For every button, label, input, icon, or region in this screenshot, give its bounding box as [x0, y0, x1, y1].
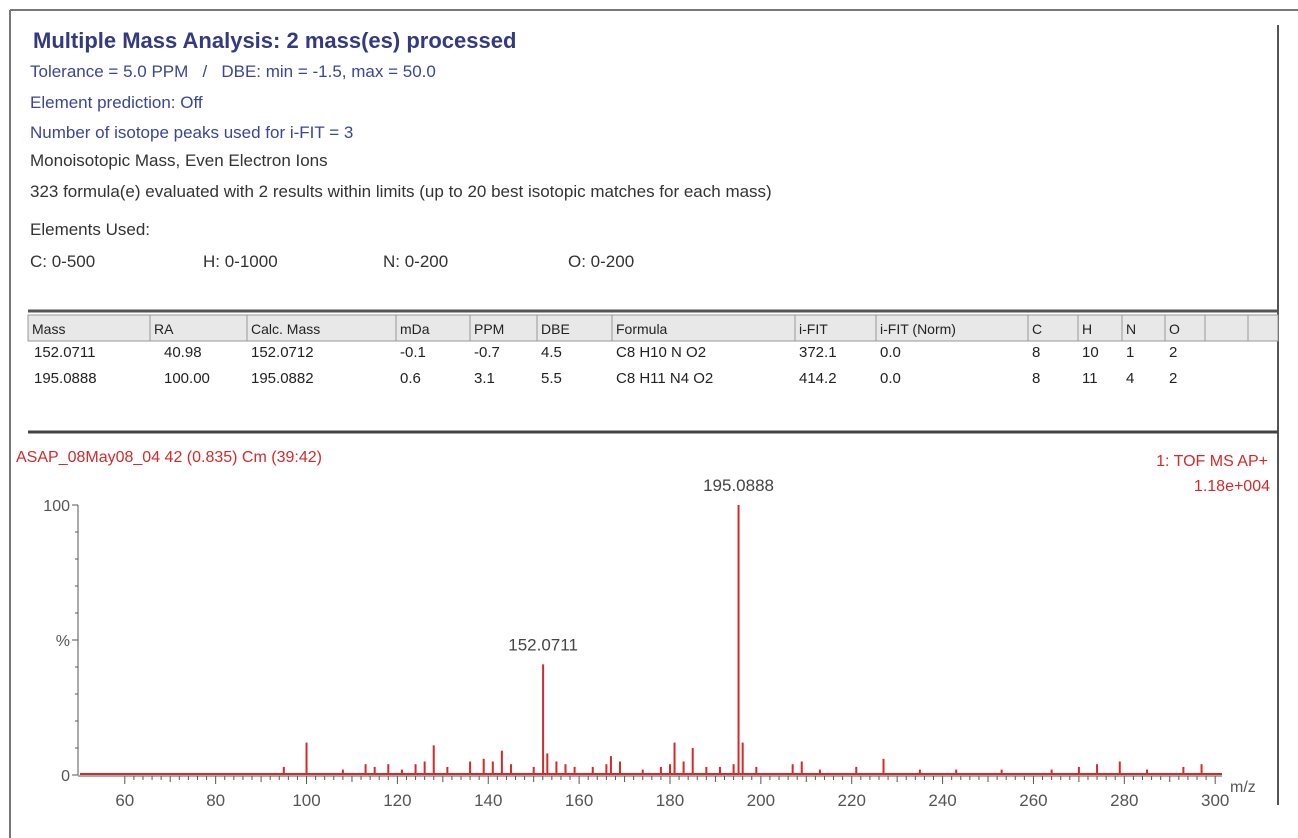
column-header: Calc. Mass [251, 321, 320, 337]
scan-info: 1: TOF MS AP+ [1156, 453, 1268, 470]
info-line: Monoisotopic Mass, Even Electron Ions [30, 151, 328, 170]
table-cell: 195.0888 [34, 370, 97, 387]
x-tick-label: 220 [838, 791, 866, 810]
table-cell: 414.2 [799, 370, 837, 387]
column-header: Formula [616, 321, 668, 337]
table-cell: 4 [1126, 370, 1134, 387]
table-cell: 152.0711 [34, 344, 95, 361]
table-cell: 8 [1032, 344, 1040, 361]
x-tick-label: 120 [383, 791, 411, 810]
table-cell: 372.1 [799, 344, 837, 361]
column-header: DBE [541, 321, 570, 337]
intensity: 1.18e+004 [1194, 478, 1270, 495]
elements-label: Elements Used: [30, 220, 150, 239]
column-header: H [1082, 321, 1092, 337]
x-tick-label: 140 [474, 791, 502, 810]
x-axis-label: m/z [1230, 779, 1256, 796]
x-tick-label: 260 [1019, 791, 1047, 810]
table-cell: 2 [1169, 344, 1177, 361]
info-line: Element prediction: Off [30, 93, 203, 112]
element-range: H: 0-1000 [203, 252, 278, 271]
table-cell: 10 [1082, 344, 1099, 361]
element-range: N: 0-200 [383, 252, 448, 271]
column-header: mDa [400, 321, 430, 337]
table-cell: 100.00 [164, 370, 210, 387]
x-tick-label: 100 [292, 791, 320, 810]
x-tick-label: 280 [1110, 791, 1138, 810]
title: Multiple Mass Analysis: 2 mass(es) proce… [33, 28, 516, 53]
table-cell: -0.1 [400, 344, 426, 361]
x-tick-label: 80 [206, 791, 225, 810]
x-tick-label: 300 [1201, 791, 1229, 810]
x-tick-label: 240 [928, 791, 956, 810]
x-tick-label: 200 [747, 791, 775, 810]
element-range: C: 0-500 [30, 252, 95, 271]
table-cell: 2 [1169, 370, 1177, 387]
info-line: Number of isotope peaks used for i-FIT =… [30, 123, 353, 142]
table-cell: -0.7 [474, 344, 500, 361]
table-cell: 0.0 [880, 370, 901, 387]
table-cell: C8 H10 N O2 [616, 344, 706, 361]
peak-label: 195.0888 [703, 476, 774, 495]
column-header: O [1169, 321, 1180, 337]
element-range: O: 0-200 [568, 252, 634, 271]
table-cell: 5.5 [541, 370, 562, 387]
table-cell: 1 [1126, 344, 1134, 361]
table-cell: 0.6 [400, 370, 421, 387]
table-cell: 152.0712 [251, 344, 314, 361]
table-cell: 195.0882 [251, 370, 314, 387]
spectrum-title: ASAP_08May08_04 42 (0.835) Cm (39:42) [16, 449, 322, 466]
column-header: i-FIT [799, 321, 828, 337]
column-header: i-FIT (Norm) [880, 321, 956, 337]
table-cell: C8 H11 N4 O2 [616, 370, 713, 387]
y-tick-label: 0 [61, 768, 70, 785]
column-header: Mass [32, 321, 65, 337]
table-cell: 40.98 [164, 344, 202, 361]
table-header-bg [27, 314, 1279, 342]
table-cell: 11 [1082, 370, 1098, 387]
x-tick-label: 180 [656, 791, 684, 810]
column-header: RA [154, 321, 174, 337]
y-tick-label: % [56, 633, 70, 650]
table-cell: 8 [1032, 370, 1040, 387]
table-cell: 4.5 [541, 344, 562, 361]
x-tick-label: 60 [115, 791, 134, 810]
column-header: PPM [474, 321, 504, 337]
column-header: C [1032, 321, 1042, 337]
info-line: Tolerance = 5.0 PPM / DBE: min = -1.5, m… [30, 62, 436, 81]
y-tick-label: 100 [43, 498, 70, 515]
x-tick-label: 160 [565, 791, 593, 810]
table-cell: 3.1 [474, 370, 495, 387]
info-line: 323 formula(e) evaluated with 2 results … [30, 182, 772, 201]
table-cell: 0.0 [880, 344, 901, 361]
column-header: N [1126, 321, 1136, 337]
peak-label: 152.0711 [508, 635, 578, 654]
